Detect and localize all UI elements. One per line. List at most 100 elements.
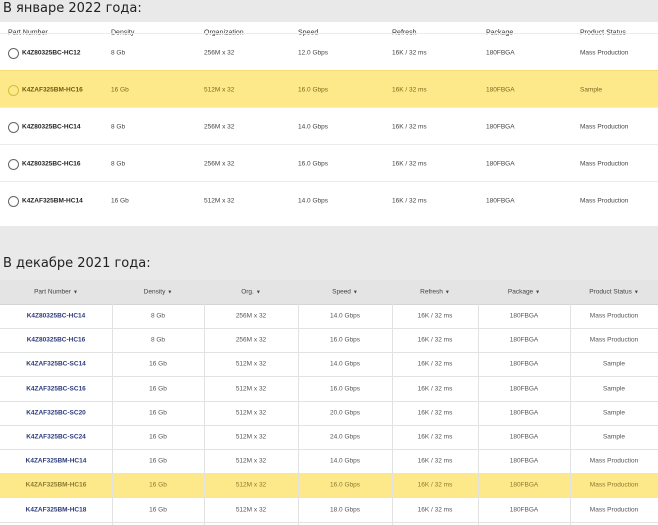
cell-refresh: 16K / 32 ms bbox=[392, 197, 427, 204]
cell-speed: 16.0 Gbps bbox=[330, 481, 360, 489]
cell-refresh: 16K / 32 ms bbox=[392, 160, 427, 167]
cell-speed: 16.0 Gbps bbox=[298, 160, 328, 167]
table-row[interactable]: K4Z80325BC-HC14 8 Gb 256M x 32 14.0 Gbps 16K… bbox=[0, 304, 658, 329]
cell-status: Mass Production bbox=[580, 160, 629, 167]
cell-org: 512M x 32 bbox=[235, 481, 267, 489]
cell-org: 512M x 32 bbox=[235, 433, 267, 441]
table-row[interactable]: K4ZAF325BM-HC18 16 Gb 512M x 32 18.0 Gbps 16… bbox=[0, 498, 658, 523]
radio-icon[interactable] bbox=[8, 121, 19, 133]
table-header: Part Number ▼ Density ▼ Org. ▼ Speed ▼ Refresh ▼ P… bbox=[0, 280, 658, 305]
cell-refresh: 16K / 32 ms bbox=[417, 457, 453, 465]
part-number-link[interactable]: K4ZAF325BC-SC14 bbox=[26, 360, 86, 368]
cell-status: Mass Production bbox=[580, 197, 629, 204]
cell-density: 16 Gb bbox=[149, 433, 167, 441]
cell-status: Mass Production bbox=[580, 49, 629, 56]
column-divider bbox=[298, 304, 299, 525]
part-number-link[interactable]: K4ZAF325BM-HC18 bbox=[25, 506, 87, 514]
table-row[interactable]: K4ZAF325BC-SC20 16 Gb 512M x 32 20.0 Gbps 16… bbox=[0, 401, 658, 426]
sort-down-arrow-icon[interactable]: ▼ bbox=[535, 289, 541, 296]
cell-package: 180FBGA bbox=[509, 409, 539, 417]
cell-density: 8 Gb bbox=[111, 123, 126, 130]
radio-icon[interactable] bbox=[8, 158, 19, 170]
table-row[interactable]: K4ZAF325BM-HC14 16 Gb 512M x 32 14.0 Gbps 16… bbox=[0, 449, 658, 475]
cell-speed: 16.0 Gbps bbox=[330, 385, 360, 393]
column-header-label: Org. bbox=[241, 288, 254, 296]
column-header[interactable]: Part Number ▼ bbox=[34, 289, 78, 296]
section1-heading: В январе 2022 года: bbox=[3, 1, 142, 16]
table-row[interactable]: K4ZAF325BM-HC14 16 Gb 512M x 32 14.0 Gbps 16… bbox=[0, 181, 658, 219]
cell-refresh: 16K / 32 ms bbox=[417, 409, 453, 417]
sort-down-arrow-icon[interactable]: ▼ bbox=[167, 289, 173, 296]
radio-icon[interactable] bbox=[8, 47, 19, 59]
cell-refresh: 16K / 32 ms bbox=[417, 481, 453, 489]
sort-down-arrow-icon[interactable]: ▼ bbox=[633, 289, 639, 296]
cell-org: 256M x 32 bbox=[204, 49, 235, 56]
sort-down-arrow-icon[interactable]: ▼ bbox=[444, 289, 450, 296]
column-header[interactable]: Speed ▼ bbox=[332, 289, 358, 296]
cell-status: Sample bbox=[602, 409, 626, 417]
part-number-link[interactable]: K4ZAF325BM-HC16 bbox=[25, 481, 87, 489]
cell-org: 512M x 32 bbox=[235, 360, 267, 368]
cell-speed: 14.0 Gbps bbox=[298, 197, 328, 204]
part-number: K4Z80325BC-HC12 bbox=[22, 49, 81, 56]
part-number-link[interactable]: K4ZAF325BC-SC24 bbox=[26, 433, 86, 441]
cell-package: 180FBGA bbox=[486, 49, 515, 56]
sort-down-arrow-icon[interactable]: ▼ bbox=[72, 289, 78, 296]
column-divider bbox=[570, 304, 571, 525]
column-header-label: Speed bbox=[332, 288, 351, 296]
cell-refresh: 16K / 32 ms bbox=[392, 123, 427, 130]
column-header-label: Part Number bbox=[34, 288, 71, 296]
table-row[interactable]: K4Z80325BC-HC16 8 Gb 256M x 32 16.0 Gbps 16K… bbox=[0, 328, 658, 354]
cell-status: Mass Production bbox=[589, 312, 639, 320]
part-number-link[interactable]: K4Z80325BC-HC16 bbox=[26, 336, 86, 344]
table-row[interactable]: K4Z80325BC-HC14 8 Gb 256M x 32 14.0 Gbps 16K… bbox=[0, 107, 658, 145]
cell-status: Mass Production bbox=[589, 506, 639, 514]
table-row[interactable]: K4ZAF325BC-SC14 16 Gb 512M x 32 14.0 Gbps 16… bbox=[0, 352, 658, 378]
table-row[interactable]: K4Z80325BC-HC12 8 Gb 256M x 32 12.0 Gbps 16K… bbox=[0, 33, 658, 71]
cell-package: 180FBGA bbox=[486, 197, 515, 204]
cell-status: Sample bbox=[602, 385, 626, 393]
cell-package: 180FBGA bbox=[509, 385, 539, 393]
column-header[interactable]: Package ▼ bbox=[508, 289, 540, 296]
cell-speed: 14.0 Gbps bbox=[298, 123, 328, 130]
part-number-link[interactable]: K4ZAF325BC-SC16 bbox=[26, 385, 86, 393]
cell-density: 8 Gb bbox=[111, 49, 126, 56]
cell-speed: 14.0 Gbps bbox=[330, 360, 360, 368]
column-header[interactable]: Product Status ▼ bbox=[589, 289, 639, 296]
column-header-label: Product Status bbox=[589, 288, 632, 296]
cell-speed: 12.0 Gbps bbox=[298, 49, 328, 56]
table-row[interactable]: K4ZAF325BC-SC16 16 Gb 512M x 32 16.0 Gbps 16… bbox=[0, 377, 658, 402]
cell-package: 180FBGA bbox=[509, 433, 539, 441]
part-number-link[interactable]: K4ZAF325BM-HC14 bbox=[25, 457, 87, 465]
cell-refresh: 16K / 32 ms bbox=[417, 360, 453, 368]
cell-speed: 14.0 Gbps bbox=[330, 457, 360, 465]
table-row[interactable]: K4ZAF325BM-HC16 16 Gb 512M x 32 16.0 Gbps 16… bbox=[0, 70, 658, 108]
part-number-link[interactable]: K4Z80325BC-HC14 bbox=[26, 312, 86, 320]
radio-icon[interactable] bbox=[8, 84, 19, 96]
cell-package: 180FBGA bbox=[509, 457, 539, 465]
cell-org: 512M x 32 bbox=[204, 86, 235, 93]
table-row[interactable]: K4ZAF325BC-SC24 16 Gb 512M x 32 24.0 Gbps 16… bbox=[0, 425, 658, 450]
table-row[interactable]: K4ZAF325BM-HC16 16 Gb 512M x 32 16.0 Gbps 16… bbox=[0, 473, 658, 499]
column-divider bbox=[478, 304, 479, 525]
sort-down-arrow-icon[interactable]: ▼ bbox=[255, 289, 261, 296]
column-header[interactable]: Refresh ▼ bbox=[420, 289, 450, 296]
table-row[interactable]: K4Z80325BC-HC16 8 Gb 256M x 32 16.0 Gbps 16K… bbox=[0, 144, 658, 182]
cell-org: 512M x 32 bbox=[235, 385, 267, 393]
cell-density: 16 Gb bbox=[111, 86, 129, 93]
radio-icon[interactable] bbox=[8, 195, 19, 207]
cell-refresh: 16K / 32 ms bbox=[417, 336, 453, 344]
cell-refresh: 16K / 32 ms bbox=[392, 86, 427, 93]
part-number-link[interactable]: K4ZAF325BC-SC20 bbox=[26, 409, 86, 417]
cell-speed: 18.0 Gbps bbox=[330, 506, 360, 514]
cell-density: 16 Gb bbox=[149, 457, 167, 465]
cell-org: 256M x 32 bbox=[235, 312, 267, 320]
cell-speed: 16.0 Gbps bbox=[298, 86, 328, 93]
column-header-label: Density bbox=[143, 288, 166, 296]
column-header[interactable]: Density ▼ bbox=[144, 289, 173, 296]
cell-refresh: 16K / 32 ms bbox=[417, 506, 453, 514]
cell-refresh: 16K / 32 ms bbox=[417, 312, 453, 320]
cell-status: Sample bbox=[602, 360, 626, 368]
sort-down-arrow-icon[interactable]: ▼ bbox=[352, 289, 358, 296]
column-header[interactable]: Org. ▼ bbox=[241, 289, 261, 296]
